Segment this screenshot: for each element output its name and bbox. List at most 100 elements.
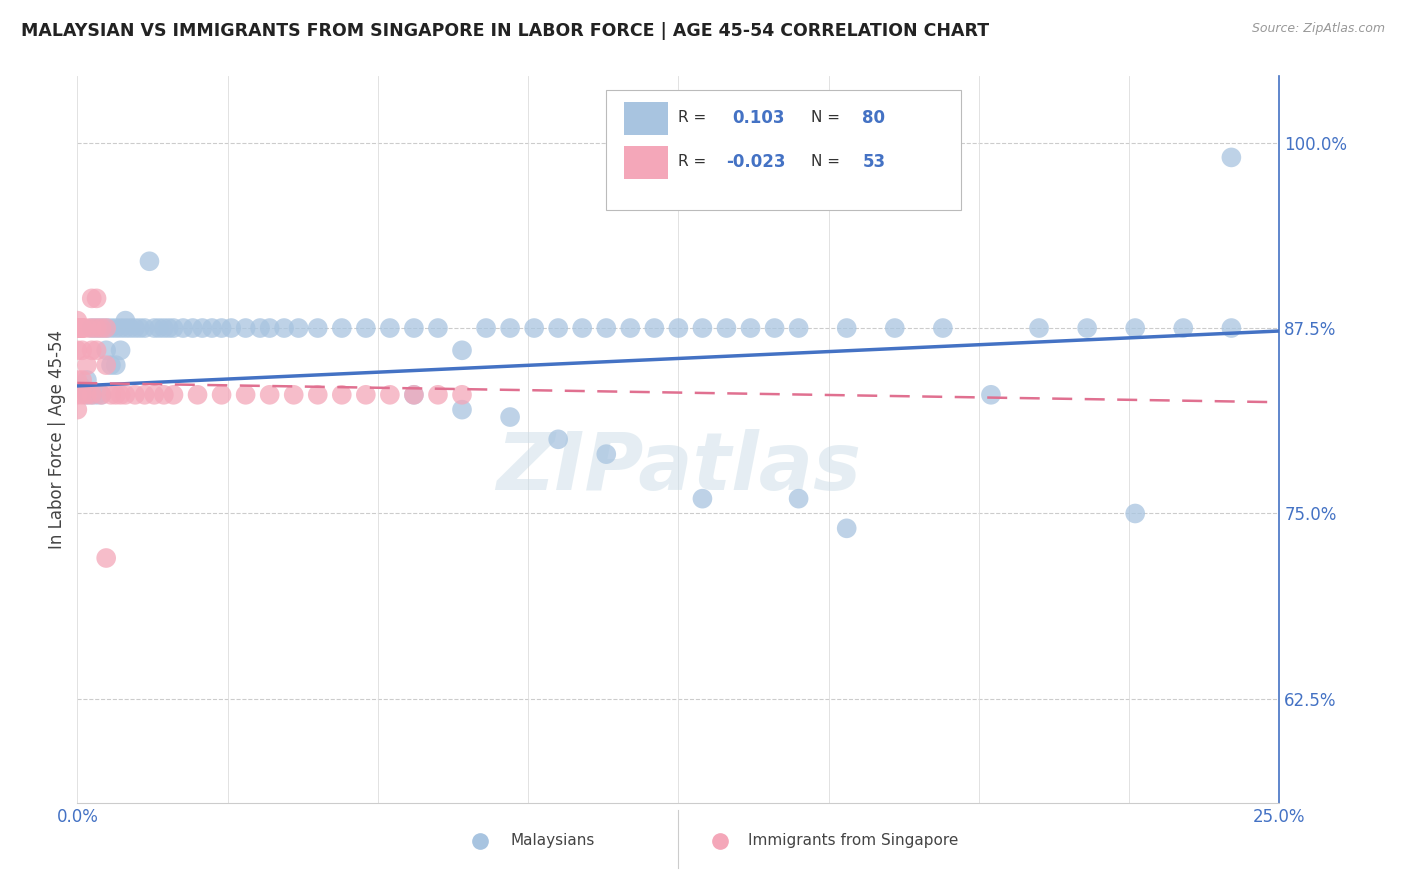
Point (595, 447, 617, 461)
Point (1076, 321, 1098, 335)
Point (547, 433, 569, 447)
Point (100, 321, 122, 335)
Point (787, 491, 810, 506)
Point (354, 388, 377, 402)
Point (787, 321, 810, 335)
Point (86, 321, 108, 335)
Point (595, 321, 617, 335)
Point (80, 321, 103, 335)
Point (451, 388, 474, 402)
Point (153, 321, 176, 335)
Point (668, 321, 690, 335)
Point (76, 373, 98, 387)
Point (90, 321, 112, 335)
Text: Source: ZipAtlas.com: Source: ZipAtlas.com (1251, 22, 1385, 36)
Point (80, 388, 103, 402)
Point (110, 321, 132, 335)
Point (219, 321, 242, 335)
Point (90, 321, 112, 335)
Point (763, 321, 786, 335)
Point (96, 358, 118, 372)
Point (124, 388, 146, 402)
Point (70, 321, 93, 335)
Point (143, 388, 166, 402)
Point (547, 321, 569, 335)
Point (104, 388, 127, 402)
Point (90, 388, 112, 402)
Text: R =: R = (679, 154, 707, 169)
Point (66, 321, 89, 335)
Point (157, 321, 180, 335)
Point (114, 321, 136, 335)
FancyBboxPatch shape (606, 90, 960, 211)
Point (402, 388, 425, 402)
Point (110, 343, 132, 358)
Point (523, 321, 546, 335)
Point (96, 343, 118, 358)
Point (1173, 321, 1195, 335)
Point (330, 321, 353, 335)
Point (716, 321, 738, 335)
Point (883, 321, 905, 335)
Text: Immigrants from Singapore: Immigrants from Singapore (748, 833, 959, 848)
Point (80, 343, 103, 358)
Point (451, 343, 474, 358)
Point (932, 321, 955, 335)
Point (1220, 150, 1243, 164)
Point (1028, 321, 1050, 335)
Point (427, 388, 450, 402)
Y-axis label: In Labor Force | Age 45-54: In Labor Force | Age 45-54 (48, 330, 66, 549)
Point (980, 388, 1002, 402)
Point (100, 358, 122, 372)
Point (235, 321, 257, 335)
Point (128, 321, 150, 335)
Point (96, 551, 118, 566)
Point (619, 321, 641, 335)
Point (835, 321, 858, 335)
Point (66, 313, 89, 327)
Point (153, 388, 176, 402)
Point (143, 321, 166, 335)
Point (66, 321, 89, 335)
Point (378, 321, 401, 335)
Text: -0.023: -0.023 (727, 153, 786, 170)
Point (70, 321, 93, 335)
Text: N =: N = (811, 111, 839, 126)
Point (66, 321, 89, 335)
Point (76, 388, 98, 402)
Point (162, 321, 184, 335)
Point (181, 321, 204, 335)
Point (191, 321, 214, 335)
Point (259, 321, 281, 335)
Point (571, 321, 593, 335)
Point (76, 358, 98, 372)
Point (134, 388, 156, 402)
Point (740, 321, 762, 335)
Point (80, 388, 103, 402)
Point (66, 402, 89, 417)
Point (172, 321, 194, 335)
Point (378, 388, 401, 402)
Point (287, 321, 309, 335)
Point (235, 388, 257, 402)
Text: 0.103: 0.103 (733, 109, 785, 127)
Point (104, 321, 127, 335)
Point (66, 343, 89, 358)
Point (100, 388, 122, 402)
Point (211, 388, 233, 402)
Point (475, 321, 498, 335)
Point (307, 321, 329, 335)
Point (114, 388, 136, 402)
Text: N =: N = (811, 154, 839, 169)
Text: MALAYSIAN VS IMMIGRANTS FROM SINGAPORE IN LABOR FORCE | AGE 45-54 CORRELATION CH: MALAYSIAN VS IMMIGRANTS FROM SINGAPORE I… (21, 22, 990, 40)
Text: Malaysians: Malaysians (510, 833, 595, 848)
Point (692, 491, 714, 506)
Point (80, 291, 103, 305)
Point (330, 388, 353, 402)
Point (120, 321, 142, 335)
Point (259, 388, 281, 402)
Point (66, 373, 89, 387)
Point (124, 321, 146, 335)
Point (273, 321, 295, 335)
Point (80, 321, 103, 335)
